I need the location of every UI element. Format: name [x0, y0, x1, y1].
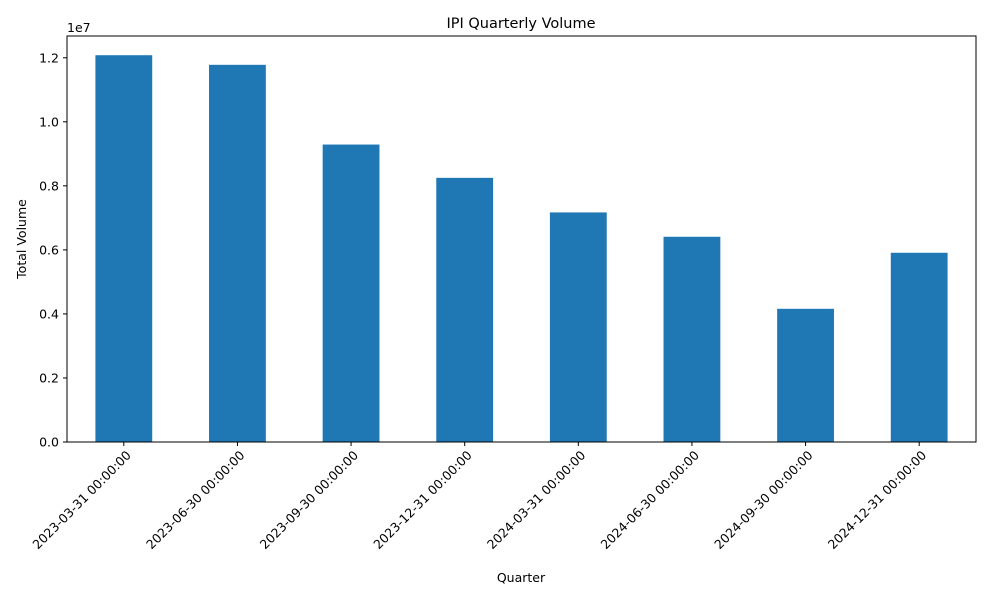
y-tick-label: 0.0 — [39, 435, 59, 450]
bars-group — [95, 55, 948, 443]
y-tick-label: 0.4 — [39, 306, 59, 321]
y-tick-label: 0.6 — [39, 242, 59, 257]
y-tick-label: 0.2 — [39, 370, 59, 385]
y-axis-label: Total Volume — [14, 199, 29, 280]
plot-frame — [66, 35, 977, 443]
x-axis-label: Quarter — [497, 570, 546, 585]
bar — [777, 308, 834, 442]
bar — [209, 64, 266, 442]
bar — [890, 252, 948, 442]
bar — [663, 236, 721, 442]
y-ticks-group: 0.0 0.2 0.4 0.6 0.8 1.0 1.2 — [39, 50, 67, 450]
y-axis-offset-label: 1e7 — [67, 20, 91, 35]
y-tick-label: 0.8 — [39, 178, 59, 193]
bar — [436, 177, 494, 442]
y-tick-label: 1.0 — [39, 114, 59, 129]
bar — [549, 212, 607, 442]
bar — [322, 144, 380, 443]
bar — [95, 55, 153, 443]
y-tick-label: 1.2 — [39, 50, 59, 65]
chart-title: IPI Quarterly Volume — [446, 16, 595, 32]
